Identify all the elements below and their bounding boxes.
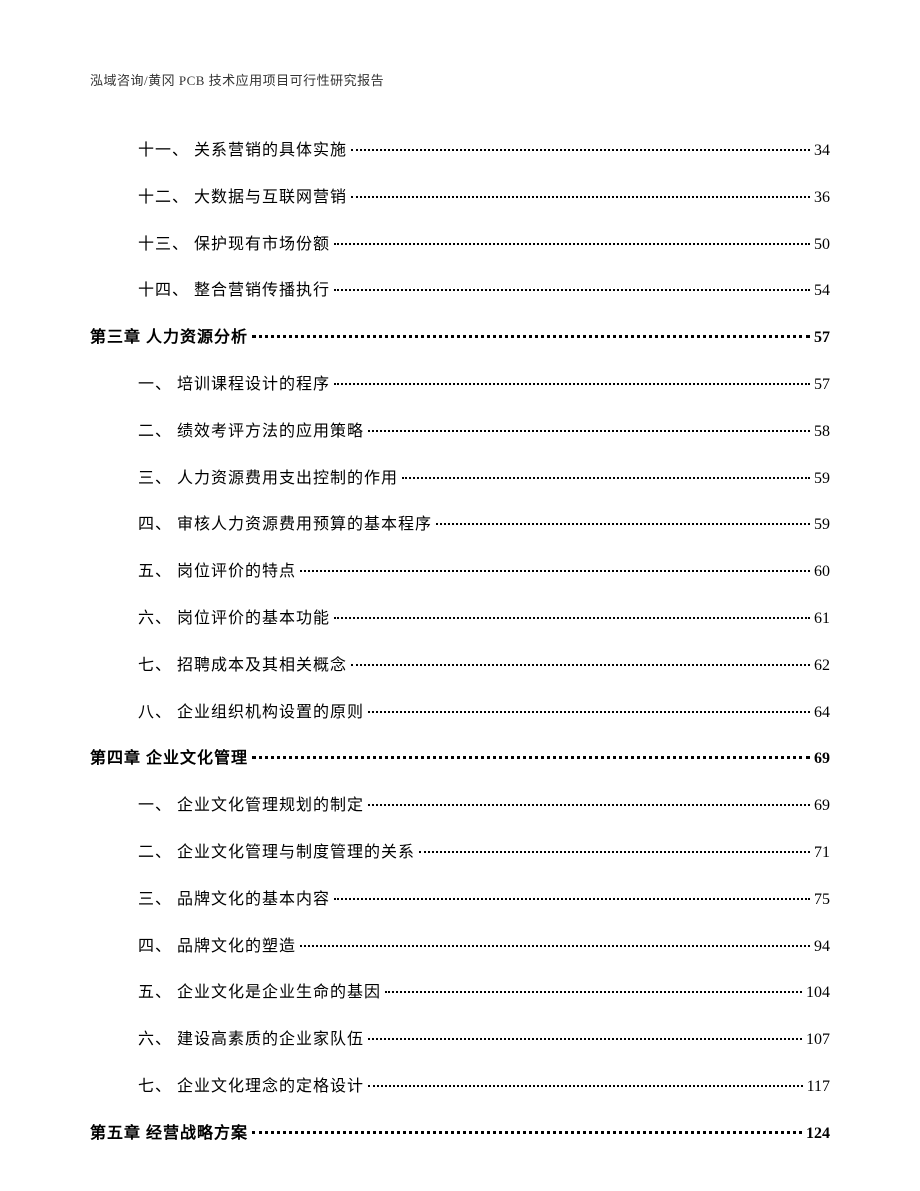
toc-entry-title: 五、 岗位评价的特点	[138, 558, 296, 587]
toc-section-entry: 七、 企业文化理念的定格设计 117	[90, 1073, 830, 1102]
toc-entry-page: 50	[814, 231, 830, 260]
toc-entry-page: 36	[814, 184, 830, 213]
toc-section-entry: 一、 企业文化管理规划的制定 69	[90, 792, 830, 821]
document-header: 泓域咨询/黄冈 PCB 技术应用项目可行性研究报告	[90, 70, 830, 89]
toc-entry-title: 二、 绩效考评方法的应用策略	[138, 418, 364, 447]
toc-dot-leader	[252, 335, 810, 338]
toc-entry-title: 十三、 保护现有市场份额	[138, 231, 330, 260]
toc-entry-title: 四、 品牌文化的塑造	[138, 933, 296, 962]
toc-entry-page: 94	[814, 933, 830, 962]
toc-entry-title: 三、 品牌文化的基本内容	[138, 886, 330, 915]
toc-chapter-entry: 第四章 企业文化管理 69	[90, 745, 830, 774]
toc-dot-leader	[334, 243, 810, 245]
header-text: 泓域咨询/黄冈 PCB 技术应用项目可行性研究报告	[90, 73, 384, 88]
toc-dot-leader	[368, 804, 810, 806]
toc-entry-page: 117	[807, 1073, 830, 1102]
toc-entry-title: 第三章 人力资源分析	[90, 324, 248, 353]
toc-section-entry: 十三、 保护现有市场份额 50	[90, 231, 830, 260]
toc-section-entry: 一、 培训课程设计的程序 57	[90, 371, 830, 400]
toc-dot-leader	[300, 570, 810, 572]
toc-dot-leader	[334, 898, 810, 900]
toc-section-entry: 六、 岗位评价的基本功能 61	[90, 605, 830, 634]
toc-section-entry: 四、 品牌文化的塑造 94	[90, 933, 830, 962]
toc-entry-title: 五、 企业文化是企业生命的基因	[138, 979, 381, 1008]
toc-section-entry: 五、 企业文化是企业生命的基因 104	[90, 979, 830, 1008]
toc-section-entry: 六、 建设高素质的企业家队伍 107	[90, 1026, 830, 1055]
toc-section-entry: 七、 招聘成本及其相关概念 62	[90, 652, 830, 681]
toc-section-entry: 三、 品牌文化的基本内容 75	[90, 886, 830, 915]
toc-entry-page: 57	[814, 324, 830, 353]
toc-dot-leader	[334, 289, 810, 291]
toc-section-entry: 八、 企业组织机构设置的原则 64	[90, 699, 830, 728]
toc-entry-title: 八、 企业组织机构设置的原则	[138, 699, 364, 728]
toc-entry-title: 一、 企业文化管理规划的制定	[138, 792, 364, 821]
toc-entry-title: 二、 企业文化管理与制度管理的关系	[138, 839, 415, 868]
toc-entry-page: 104	[806, 979, 830, 1008]
toc-entry-page: 61	[814, 605, 830, 634]
toc-dot-leader	[436, 523, 810, 525]
toc-section-entry: 五、 岗位评价的特点 60	[90, 558, 830, 587]
toc-entry-title: 六、 建设高素质的企业家队伍	[138, 1026, 364, 1055]
toc-dot-leader	[252, 1131, 802, 1134]
toc-dot-leader	[385, 991, 802, 993]
toc-section-entry: 十二、 大数据与互联网营销 36	[90, 184, 830, 213]
toc-entry-page: 64	[814, 699, 830, 728]
toc-dot-leader	[368, 1085, 803, 1087]
toc-entry-title: 第四章 企业文化管理	[90, 745, 248, 774]
toc-section-entry: 十四、 整合营销传播执行 54	[90, 277, 830, 306]
toc-entry-title: 三、 人力资源费用支出控制的作用	[138, 465, 398, 494]
toc-entry-title: 一、 培训课程设计的程序	[138, 371, 330, 400]
toc-dot-leader	[368, 1038, 802, 1040]
toc-entry-page: 69	[814, 745, 830, 774]
toc-section-entry: 二、 企业文化管理与制度管理的关系 71	[90, 839, 830, 868]
toc-dot-leader	[351, 664, 810, 666]
toc-entry-title: 七、 招聘成本及其相关概念	[138, 652, 347, 681]
toc-entry-page: 107	[806, 1026, 830, 1055]
toc-entry-page: 75	[814, 886, 830, 915]
toc-dot-leader	[402, 477, 810, 479]
toc-dot-leader	[334, 617, 810, 619]
toc-entry-page: 59	[814, 511, 830, 540]
toc-section-entry: 三、 人力资源费用支出控制的作用 59	[90, 465, 830, 494]
toc-entry-page: 59	[814, 465, 830, 494]
toc-entry-page: 58	[814, 418, 830, 447]
toc-dot-leader	[300, 945, 810, 947]
toc-chapter-entry: 第三章 人力资源分析 57	[90, 324, 830, 353]
toc-dot-leader	[252, 756, 810, 759]
toc-entry-page: 60	[814, 558, 830, 587]
table-of-contents: 十一、 关系营销的具体实施 34 十二、 大数据与互联网营销 36 十三、 保护现有市场…	[90, 137, 830, 1149]
toc-section-entry: 二、 绩效考评方法的应用策略 58	[90, 418, 830, 447]
toc-dot-leader	[419, 851, 810, 853]
toc-entry-page: 57	[814, 371, 830, 400]
toc-entry-page: 71	[814, 839, 830, 868]
toc-entry-title: 六、 岗位评价的基本功能	[138, 605, 330, 634]
toc-entry-title: 四、 审核人力资源费用预算的基本程序	[138, 511, 432, 540]
toc-dot-leader	[368, 430, 810, 432]
toc-chapter-entry: 第五章 经营战略方案 124	[90, 1120, 830, 1149]
toc-entry-title: 第五章 经营战略方案	[90, 1120, 248, 1149]
toc-section-entry: 四、 审核人力资源费用预算的基本程序 59	[90, 511, 830, 540]
toc-dot-leader	[334, 383, 810, 385]
toc-section-entry: 十一、 关系营销的具体实施 34	[90, 137, 830, 166]
toc-entry-page: 69	[814, 792, 830, 821]
toc-entry-page: 34	[814, 137, 830, 166]
toc-entry-page: 124	[806, 1120, 830, 1149]
toc-dot-leader	[368, 711, 810, 713]
toc-dot-leader	[351, 149, 810, 151]
toc-entry-title: 十四、 整合营销传播执行	[138, 277, 330, 306]
toc-dot-leader	[351, 196, 810, 198]
toc-entry-title: 十二、 大数据与互联网营销	[138, 184, 347, 213]
toc-entry-title: 七、 企业文化理念的定格设计	[138, 1073, 364, 1102]
toc-entry-page: 54	[814, 277, 830, 306]
toc-entry-page: 62	[814, 652, 830, 681]
toc-entry-title: 十一、 关系营销的具体实施	[138, 137, 347, 166]
